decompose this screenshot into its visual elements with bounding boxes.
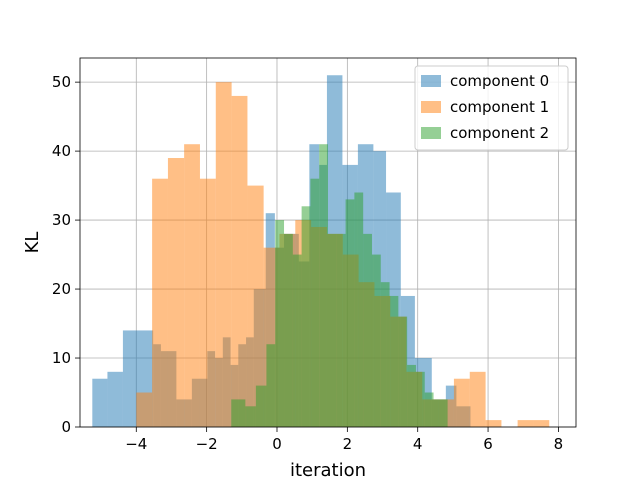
- histogram-bar: [167, 158, 185, 427]
- histogram-bar: [247, 185, 264, 427]
- legend-label: component 0: [450, 72, 549, 90]
- histogram-bar: [266, 344, 276, 427]
- histogram-bar: [245, 406, 256, 427]
- y-tick-label: 50: [52, 73, 71, 91]
- legend: component 0 component 1 component 2: [414, 65, 569, 151]
- histogram-bar: [433, 399, 448, 427]
- histogram-bar: [424, 392, 434, 427]
- histogram-bar: [319, 144, 328, 427]
- x-tick-label: −4: [125, 435, 147, 453]
- histogram-bar: [389, 295, 399, 427]
- histogram-bar: [255, 385, 267, 427]
- legend-swatch: [421, 75, 441, 87]
- y-axis-label: KL: [22, 232, 43, 254]
- histogram-bar: [215, 82, 232, 427]
- histogram-bar: [152, 178, 168, 427]
- y-tick-label: 20: [52, 280, 71, 298]
- legend-swatch: [421, 101, 441, 113]
- legend-label: component 2: [450, 124, 549, 142]
- histogram-bar: [336, 233, 346, 427]
- histogram-bar: [136, 392, 153, 427]
- legend-swatch: [421, 127, 441, 139]
- histogram-bar: [407, 364, 416, 427]
- histogram-bar: [415, 371, 425, 427]
- histogram-bar: [345, 199, 355, 427]
- histogram-bar: [292, 254, 302, 427]
- series-2-bars: [231, 144, 448, 427]
- legend-box: [414, 65, 569, 151]
- histogram-bar: [485, 420, 502, 427]
- y-tick-label: 0: [61, 418, 71, 436]
- histogram-bar: [231, 399, 246, 427]
- x-tick-label: 2: [343, 435, 353, 453]
- histogram-bar: [184, 144, 200, 427]
- y-tick-label: 40: [52, 142, 71, 160]
- x-tick-label: 8: [554, 435, 564, 453]
- y-tick-label: 10: [52, 349, 71, 367]
- histogram-bar: [301, 206, 311, 427]
- axis-ticks: −4 −2 0 2 4 6 8 0 10 20 30 40 50: [52, 73, 563, 453]
- histogram-bar: [92, 378, 108, 427]
- histogram-bar: [380, 282, 390, 427]
- histogram-bar: [275, 220, 285, 427]
- histogram-bar: [310, 178, 320, 427]
- histogram-bar: [354, 192, 364, 427]
- x-axis-label: iteration: [290, 460, 366, 480]
- histogram-bar: [199, 178, 216, 427]
- plot-frame: [79, 57, 577, 428]
- legend-label: component 1: [450, 98, 549, 116]
- x-tick-label: 4: [413, 435, 423, 453]
- histogram-bar: [371, 254, 381, 427]
- histogram-bar: [533, 420, 550, 427]
- histogram-bar: [284, 233, 293, 427]
- histogram-bar: [107, 371, 123, 427]
- x-tick-label: 0: [272, 435, 282, 453]
- y-tick-label: 30: [52, 211, 71, 229]
- histogram-bar: [469, 371, 486, 427]
- x-tick-label: 6: [483, 435, 493, 453]
- histogram-bar: [398, 316, 408, 427]
- histogram-bar: [453, 378, 470, 427]
- histogram-bar: [231, 95, 248, 428]
- histogram-bar: [517, 420, 534, 427]
- histogram-bar: [328, 233, 337, 427]
- histogram-bar: [363, 233, 372, 427]
- histogram-bars: [92, 75, 550, 428]
- x-tick-label: −2: [196, 435, 218, 453]
